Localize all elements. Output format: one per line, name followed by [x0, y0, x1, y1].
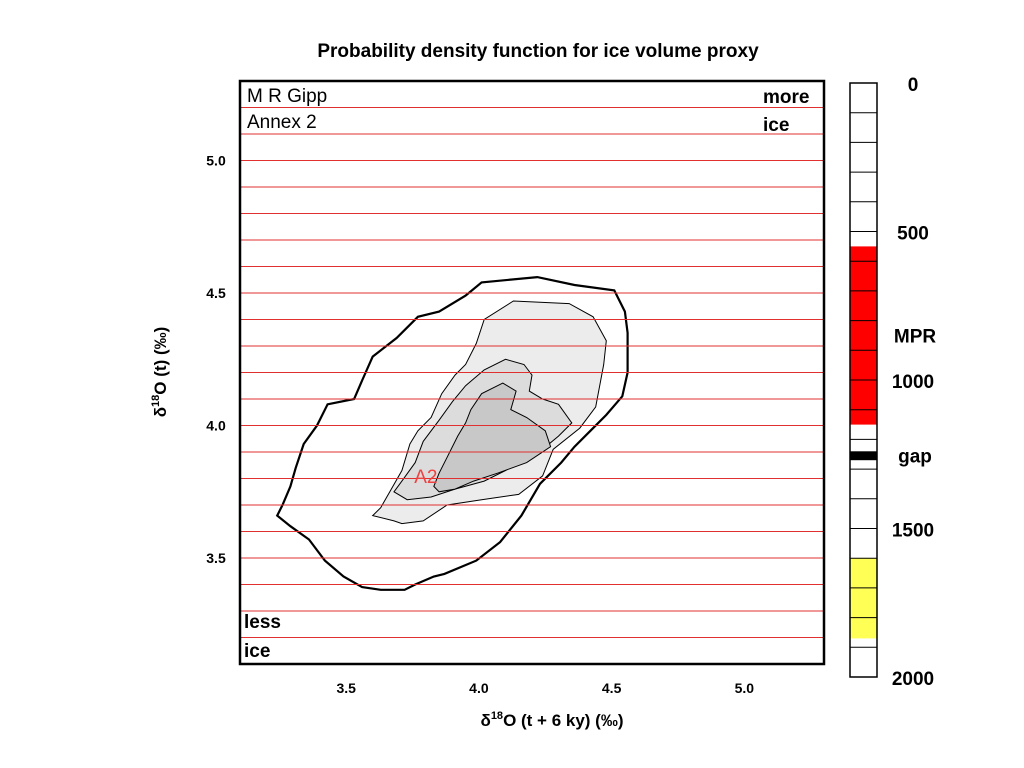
less-ice-label-1: less	[244, 612, 281, 633]
plot-area: A2	[240, 107, 824, 638]
time-block-yellow	[850, 558, 877, 639]
x-tick-label: 3.5	[336, 680, 356, 696]
x-tick-label: 4.0	[469, 680, 489, 696]
chart-title: Probability density function for ice vol…	[317, 41, 759, 62]
author-label: M R Gipp	[247, 86, 327, 107]
more-ice-label-2: ice	[763, 115, 789, 136]
time-block-label: MPR	[894, 326, 937, 347]
y-tick-label: 4.0	[206, 418, 226, 434]
time-scale-bar: 0 500 1000 1500 2000 MPR gap	[849, 75, 937, 690]
x-tick-label: 4.5	[602, 680, 622, 696]
x-tick-labels: 3.5 4.0 4.5 5.0	[336, 680, 754, 696]
plot-frame	[238, 79, 826, 666]
y-tick-label: 5.0	[206, 153, 226, 169]
y-tick-labels: 3.5 4.0 4.5 5.0	[206, 153, 226, 567]
time-tick-label: 2000	[892, 669, 934, 690]
point-label-a2: A2	[414, 467, 437, 488]
y-axis-label: δ18O (t) (‰)	[150, 327, 170, 418]
time-tick-label: 500	[897, 224, 929, 245]
less-ice-label-2: ice	[244, 641, 270, 662]
time-scale-frame	[849, 82, 878, 678]
y-tick-label: 4.5	[206, 285, 226, 301]
more-ice-label-1: more	[763, 87, 809, 108]
y-tick-label: 3.5	[206, 550, 226, 566]
time-tick-label: 0	[908, 75, 919, 96]
time-block-gap	[850, 451, 877, 461]
time-block-label: gap	[898, 447, 932, 468]
contour-level-3	[433, 382, 552, 493]
time-tick-label: 1500	[892, 521, 934, 542]
time-tick-label: 1000	[892, 372, 934, 393]
x-tick-label: 5.0	[735, 680, 755, 696]
x-axis-label: δ18O (t + 6 ky) (‰)	[481, 710, 624, 730]
time-block-mpr	[850, 246, 877, 425]
annex-label: Annex 2	[247, 112, 317, 133]
